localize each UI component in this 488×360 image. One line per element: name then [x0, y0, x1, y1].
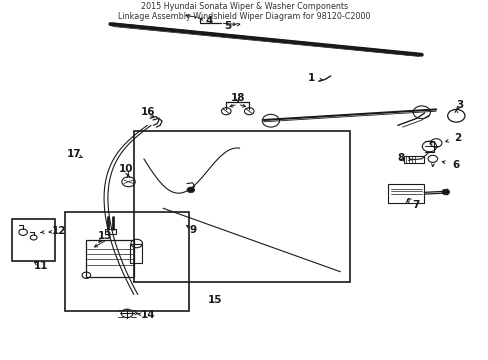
Circle shape: [186, 187, 194, 193]
Bar: [104, 229, 115, 234]
Text: 2: 2: [453, 133, 461, 143]
Text: 11: 11: [34, 261, 48, 271]
Bar: [403, 156, 423, 163]
Text: 8: 8: [396, 153, 404, 163]
Text: 6: 6: [452, 160, 459, 170]
Circle shape: [441, 189, 448, 195]
Text: 4: 4: [205, 15, 213, 26]
Text: 7: 7: [411, 201, 419, 210]
Text: 15: 15: [207, 295, 222, 305]
Text: 3: 3: [456, 100, 463, 110]
Text: 18: 18: [230, 93, 244, 103]
Bar: [134, 131, 349, 282]
Text: 10: 10: [119, 164, 133, 174]
Bar: [64, 212, 189, 311]
Bar: [86, 240, 134, 277]
Text: 1: 1: [307, 73, 315, 83]
Bar: [12, 219, 55, 261]
Text: 14: 14: [140, 310, 155, 320]
Text: 17: 17: [67, 149, 81, 159]
Text: 2015 Hyundai Sonata Wiper & Washer Components
Linkage Assembly-Windshield Wiper : 2015 Hyundai Sonata Wiper & Washer Compo…: [118, 2, 370, 21]
Text: 9: 9: [189, 225, 196, 235]
Text: 16: 16: [140, 107, 155, 117]
Text: 5: 5: [224, 21, 231, 31]
Text: 12: 12: [51, 226, 66, 236]
Bar: [387, 184, 423, 203]
Text: 13: 13: [97, 231, 112, 242]
Bar: [130, 243, 142, 263]
